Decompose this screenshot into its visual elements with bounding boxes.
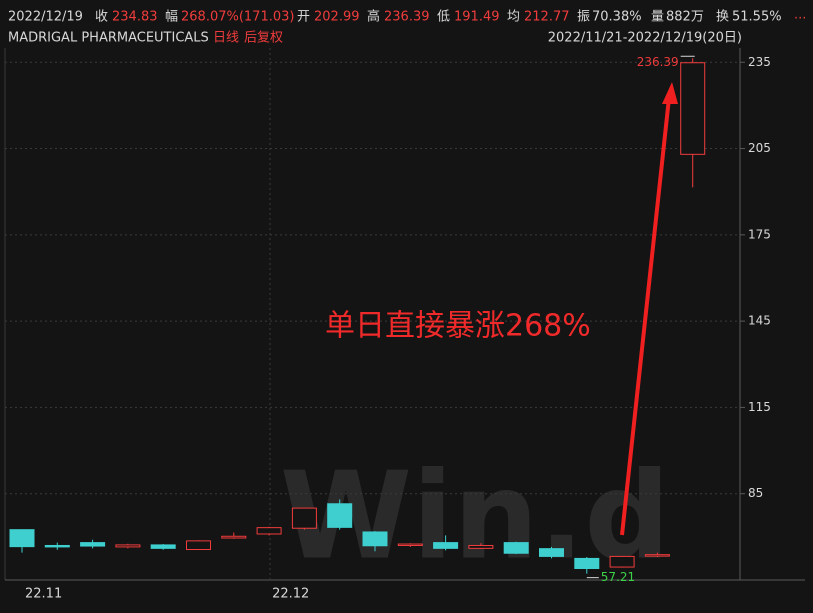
adjust[interactable]: 后复权 (244, 30, 283, 46)
annotation-arrow (620, 97, 671, 536)
period[interactable]: 日线 (213, 31, 239, 46)
y-tick-label: 145 (748, 314, 771, 328)
y-tick-label: 85 (748, 486, 763, 500)
x-tick-label: 22.12 (272, 587, 309, 602)
y-tick-label: 235 (748, 55, 771, 69)
y-tick-label: 205 (748, 141, 771, 155)
label: 量 (651, 10, 664, 25)
value: 212.77 (524, 10, 570, 25)
x-tick-label: 22.11 (25, 587, 62, 602)
value: 51.55% (732, 10, 782, 25)
y-tick-label: 175 (748, 227, 771, 241)
value: 191.49 (454, 10, 500, 25)
marks: 85 115 145 175 205 235 22.11 22.12 236.39 57.21 (5, 55, 771, 602)
label: 收 (95, 10, 108, 25)
label: 均 (507, 10, 520, 25)
value: 236.39 (384, 10, 430, 25)
more[interactable]: ... (794, 8, 806, 23)
candle-body (115, 544, 141, 548)
candle-body (503, 542, 529, 554)
candle-body (539, 548, 564, 557)
candle-body (644, 554, 670, 557)
label: 幅 (165, 10, 178, 25)
y-tick-label: 115 (748, 400, 771, 414)
date: 2022/12/19 (8, 10, 83, 25)
candle-body (468, 544, 494, 549)
low-label: 57.21 (601, 570, 635, 584)
candle-body (362, 531, 388, 547)
date-range: 2022/11/21-2022/12/19(20日) (548, 31, 742, 46)
candle-body (397, 543, 423, 546)
label: 高 (367, 9, 380, 25)
arrow-head (662, 82, 678, 104)
value: 268.07%(171.03) (181, 10, 294, 25)
security-name: MADRIGAL PHARMACEUTICALS (8, 31, 209, 46)
value: 882万 (666, 10, 704, 25)
label: 开 (297, 10, 310, 25)
value: 202.99 (314, 10, 360, 25)
value: 234.83 (112, 10, 158, 25)
candle-body (221, 535, 247, 539)
candle-body (433, 542, 459, 549)
label: 换 (716, 10, 729, 25)
candle-body (574, 557, 600, 569)
label: 振 (577, 10, 590, 25)
candle-body (9, 529, 35, 548)
candle-body (150, 544, 176, 549)
value: 70.38% (592, 10, 642, 25)
candle-body (186, 540, 211, 551)
candle-body (609, 555, 635, 568)
candle-body (80, 542, 106, 547)
candle-body (44, 544, 70, 548)
candle-body (256, 527, 282, 535)
candle-body (327, 503, 353, 528)
annotation: 单日直接暴涨268% (325, 309, 591, 344)
candle-body (680, 62, 706, 155)
high-label: 236.39 (637, 55, 679, 69)
candle-body (291, 507, 317, 529)
header: 2022/12/19 收 234.83 幅 268.07%(171.03) 开 … (8, 8, 806, 46)
label: 低 (437, 10, 450, 25)
